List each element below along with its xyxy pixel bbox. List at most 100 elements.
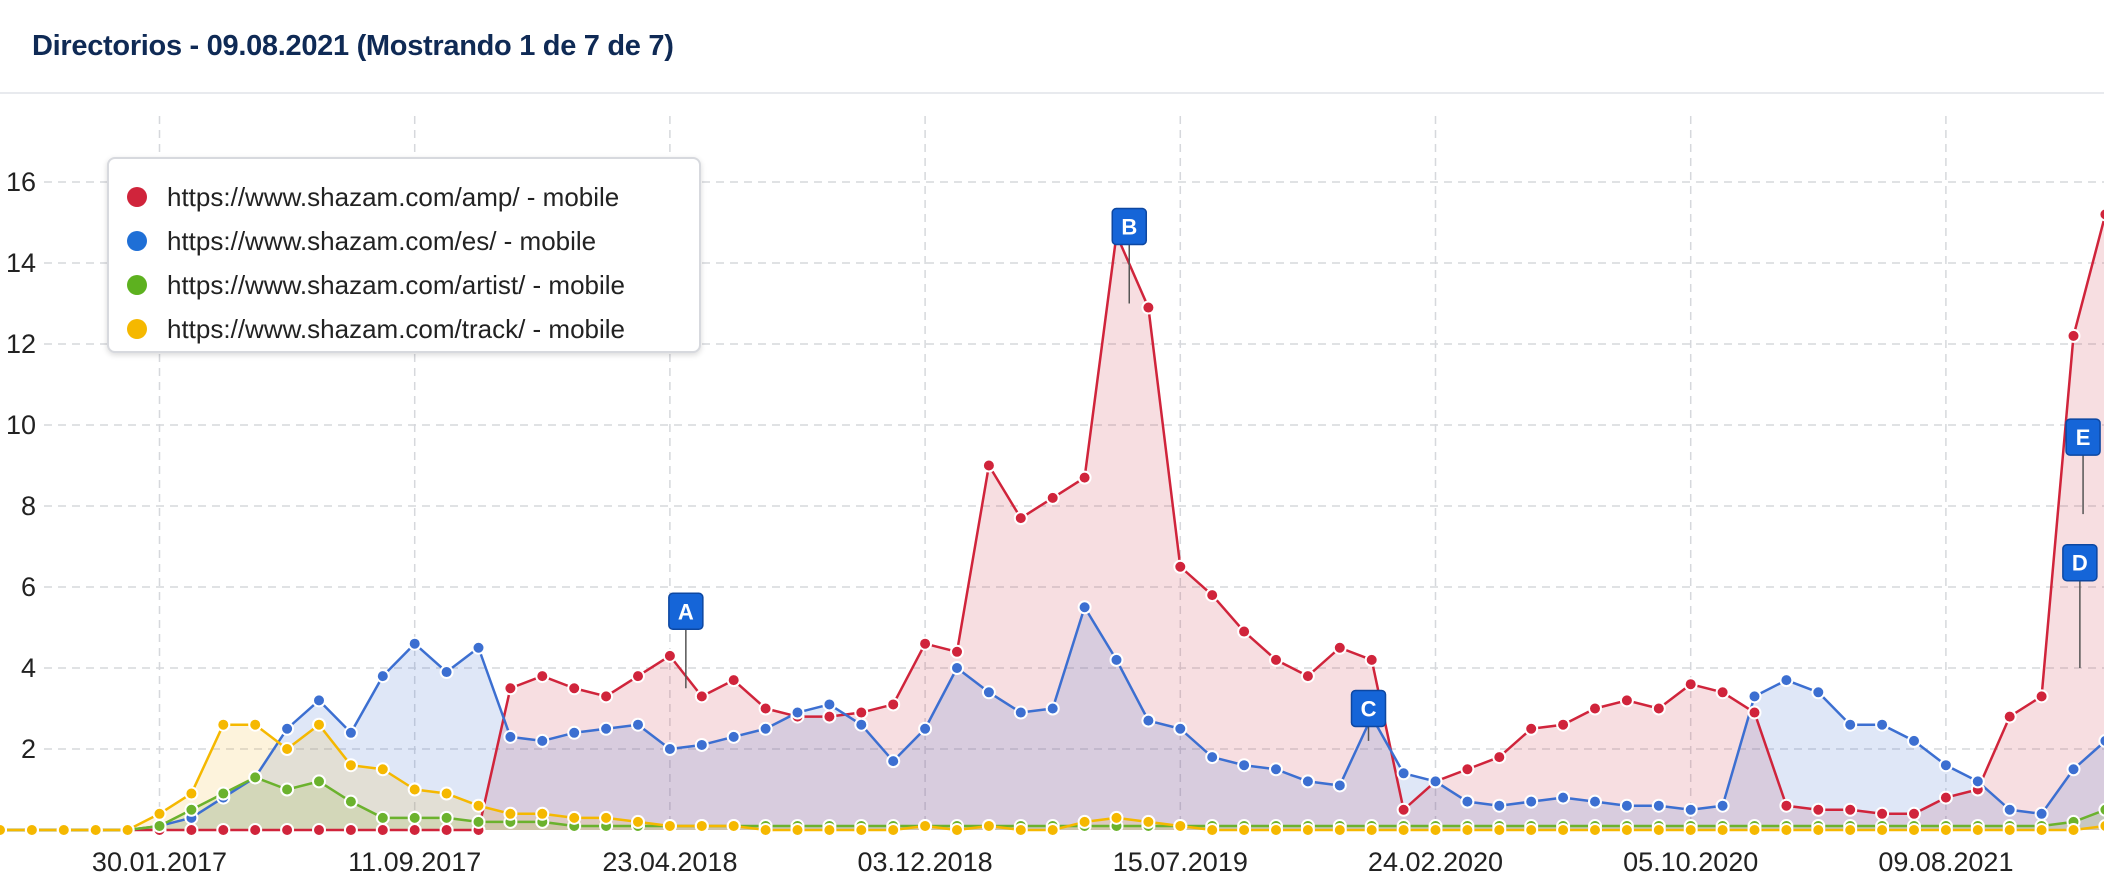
data-point [599, 810, 614, 825]
legend-swatch-track [127, 319, 147, 339]
data-point [1556, 823, 1571, 837]
data-point [1811, 802, 1826, 817]
data-point [1396, 802, 1411, 817]
series-area-3 [0, 724, 2104, 830]
data-point [694, 818, 709, 833]
data-point [280, 742, 295, 756]
data-point [918, 721, 933, 736]
data-point [1938, 823, 1953, 837]
data-point [1109, 810, 1124, 825]
data-point [1683, 677, 1698, 692]
y-tick-label: 4 [21, 653, 36, 683]
y-tick-label: 2 [21, 734, 36, 764]
data-point [407, 636, 422, 651]
y-tick-label: 10 [6, 410, 36, 440]
data-point [1237, 624, 1252, 639]
y-tick-label: 14 [6, 248, 36, 278]
annotation-label: D [2072, 551, 2088, 576]
data-point [1141, 300, 1156, 315]
data-point [1077, 470, 1092, 485]
chart-header: Directorios - 09.08.2021 (Mostrando 1 de… [0, 0, 2104, 94]
data-point [280, 782, 295, 797]
data-point [343, 823, 358, 837]
data-point [1396, 823, 1411, 837]
data-point [312, 823, 326, 837]
annotation-marker-b[interactable]: B [1111, 207, 1148, 246]
data-point [2034, 689, 2049, 704]
series-area-1 [0, 607, 2104, 830]
x-tick-label: 15.07.2019 [1113, 847, 1248, 877]
data-point [1588, 701, 1602, 716]
data-point [248, 770, 263, 785]
line-area-chart: 2 4 6 8 10 12 14 16 30.01.2017 11.09.2017 23.04.20… [0, 116, 2104, 877]
data-point [2098, 819, 2104, 833]
annotation-marker-c[interactable]: C [1350, 689, 1387, 728]
data-point [1811, 685, 1826, 700]
data-point [981, 685, 996, 700]
data-point [2066, 328, 2081, 343]
legend-item-artist[interactable]: https://www.shazam.com/artist/ - mobile [109, 263, 699, 307]
data-point [822, 697, 837, 712]
data-point [1779, 823, 1794, 837]
data-point [216, 786, 231, 801]
data-point [1747, 689, 1762, 704]
annotation-marker-e[interactable]: E [2065, 418, 2101, 456]
annotation-marker-a[interactable]: A [668, 592, 704, 631]
legend-swatch-es [127, 231, 147, 251]
data-point [758, 701, 773, 716]
data-point [1938, 790, 1953, 805]
data-point [854, 717, 869, 732]
legend-item-track[interactable]: https://www.shazam.com/track/ - mobile [109, 307, 699, 351]
data-point [1460, 794, 1475, 809]
data-point [216, 717, 231, 732]
data-point [1907, 733, 1921, 748]
y-tick-label: 8 [21, 491, 36, 521]
data-point [1428, 823, 1443, 837]
data-point [694, 689, 709, 704]
data-point [886, 697, 901, 712]
data-point [1300, 823, 1315, 837]
chart-title: Directorios - 09.08.2021 (Mostrando 1 de… [32, 29, 674, 62]
data-point [375, 762, 390, 777]
data-point [1364, 652, 1379, 667]
x-tick-label: 30.01.2017 [92, 847, 227, 877]
data-point [471, 798, 486, 813]
legend-item-es[interactable]: https://www.shazam.com/es/ - mobile [109, 219, 699, 263]
data-point [439, 823, 454, 837]
y-tick-label: 6 [21, 572, 36, 602]
legend-label-artist: https://www.shazam.com/artist/ - mobile [167, 269, 626, 300]
annotation-box [668, 592, 704, 631]
data-point [886, 823, 901, 837]
data-point [726, 729, 741, 744]
data-point [439, 786, 454, 801]
annotation-box [1111, 207, 1148, 246]
data-point [343, 758, 358, 773]
data-point [24, 823, 39, 837]
legend-swatch-amp [127, 187, 147, 207]
data-point [1524, 823, 1539, 837]
data-point [1970, 774, 1985, 789]
annotation-box [2062, 543, 2098, 582]
data-point [1683, 802, 1698, 817]
data-point [312, 693, 326, 708]
legend-item-amp[interactable]: https://www.shazam.com/amp/ - mobile [109, 175, 699, 219]
data-point [854, 705, 869, 720]
data-point [2002, 802, 2017, 817]
annotation-marker-d[interactable]: D [2062, 543, 2098, 582]
data-point [822, 709, 837, 724]
x-tick-label: 03.12.2018 [858, 847, 993, 877]
data-point [918, 818, 933, 833]
data-point [1715, 798, 1730, 813]
data-point [503, 729, 518, 744]
data-point [1715, 823, 1730, 837]
chart-legend: https://www.shazam.com/amp/ - mobile htt… [107, 157, 701, 353]
x-tick-label: 09.08.2021 [1878, 847, 2013, 877]
data-point [1013, 705, 1028, 720]
data-point [2002, 823, 2017, 837]
data-point [1332, 823, 1347, 837]
data-point [375, 823, 390, 837]
data-point [726, 673, 741, 688]
data-point [1588, 823, 1602, 837]
legend-label-es: https://www.shazam.com/es/ - mobile [167, 225, 597, 256]
data-point [2034, 806, 2049, 821]
